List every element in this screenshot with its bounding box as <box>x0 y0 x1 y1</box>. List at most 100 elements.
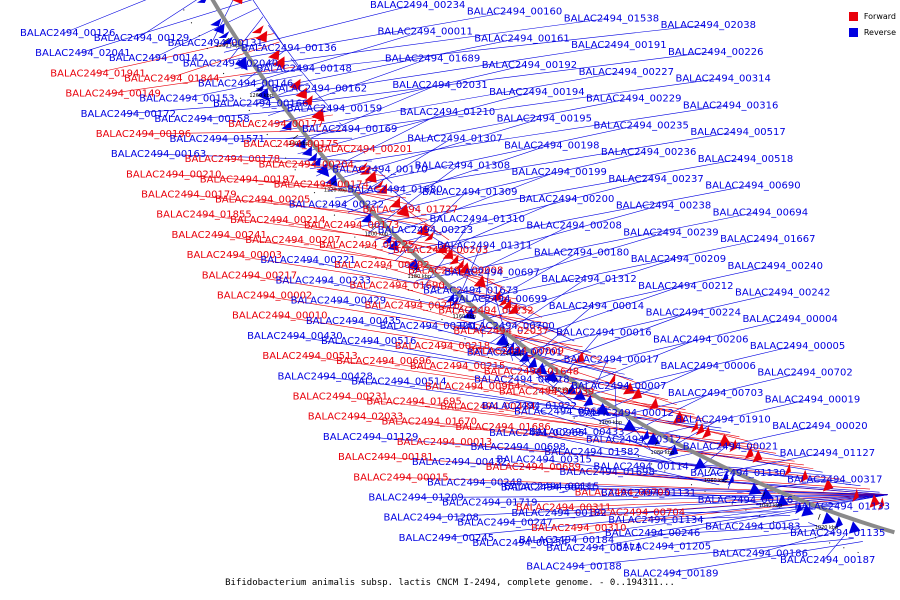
forward-gene <box>623 382 635 395</box>
gene-label: BALAC2494_00142 <box>109 53 204 64</box>
gene-label: BALAC2494_00435 <box>306 316 401 327</box>
connector-line <box>629 439 685 469</box>
tick-mark <box>817 513 821 520</box>
gene-label: BALAC2494_00229 <box>586 94 681 105</box>
connector-line <box>701 452 824 477</box>
gene-label: BALAC2494_00015 <box>353 472 448 483</box>
reverse-gene <box>694 457 707 470</box>
gene-label: BALAC2494_00196 <box>96 129 191 140</box>
gene-label: BALAC2494_00179 <box>141 190 236 201</box>
gene-label: BALAC2494_00172 <box>81 109 176 120</box>
tick-label: 1180 kbp <box>408 274 432 280</box>
connector-line <box>397 476 888 495</box>
connector-line <box>590 494 888 549</box>
connector-line <box>169 174 400 191</box>
connector-line <box>430 225 571 294</box>
connector-line <box>547 486 746 498</box>
gene-label: BALAC2494_00231 <box>293 391 388 402</box>
forward-gene <box>295 87 307 99</box>
gene-label: BALAC2494_00159 <box>287 104 382 115</box>
gene-label: BALAC2494_01208 <box>383 513 478 524</box>
backbone-track <box>210 0 895 535</box>
forward-gene <box>301 95 313 106</box>
tick-label: 1200 kbp <box>365 232 389 238</box>
reverse-gene <box>449 296 459 307</box>
tick-label: 1100 kbp <box>599 420 623 426</box>
gene-label: BALAC2494_00698 <box>470 442 565 453</box>
reverse-gene <box>257 88 270 102</box>
reverse-gene <box>463 308 476 320</box>
gene-label: BALAC2494_00224 <box>646 308 741 319</box>
reverse-gene <box>196 0 207 3</box>
forward-gene <box>376 183 387 194</box>
gene-label: BALAC2494_01129 <box>323 432 418 443</box>
gene-label: BALAC2494_00202 <box>334 260 429 271</box>
gene-label: BALAC2494_00428 <box>277 371 372 382</box>
tick-label: 1040 kbp <box>759 503 783 509</box>
gene-label: BALAC2494_00238 <box>616 201 711 212</box>
legend-item-forward: Forward <box>848 8 896 24</box>
gene-label: BALAC2494_00207 <box>245 235 340 246</box>
gene-label: BALAC2494_00114 <box>593 461 688 472</box>
reverse-gene <box>213 23 225 35</box>
gene-label: BALAC2494_00240 <box>728 261 823 272</box>
connector-line <box>544 487 888 495</box>
connector-line <box>437 232 668 301</box>
connector-line <box>137 0 197 39</box>
forward-gene <box>356 162 368 172</box>
reverse-gene <box>641 429 650 441</box>
connector-line <box>402 198 564 268</box>
gene-label: BALAC2494_00242 <box>735 288 830 299</box>
gene-label: BALAC2494_00182 <box>511 508 606 519</box>
gene-label: BALAC2494_00513 <box>262 351 357 362</box>
tick-label: 1060 kbp <box>704 478 728 484</box>
reverse-gene <box>668 444 679 457</box>
gene-label: BALAC2494_01648 <box>484 366 579 377</box>
gene-label: BALAC2494_01134 <box>608 515 703 526</box>
strand-legend: Forward Reverse <box>848 8 896 40</box>
tick-label: 1120 kbp <box>548 387 572 393</box>
connector-line <box>291 84 437 147</box>
connector-line <box>533 432 677 464</box>
gene-label: BALAC2494_00237 <box>608 174 703 185</box>
forward-gene <box>784 463 791 477</box>
gene-label: BALAC2494_00233 <box>276 275 371 286</box>
forward-gene <box>702 426 711 439</box>
gene-label: BALAC2494_01312 <box>541 274 636 285</box>
connector-line <box>360 148 366 154</box>
tick-mark <box>603 410 608 416</box>
forward-gene <box>695 422 705 436</box>
connector-line <box>499 426 814 469</box>
gene-label: BALAC2494_00116 <box>698 495 793 506</box>
forward-gene <box>822 478 834 492</box>
connector-line <box>215 234 487 274</box>
gene-label: BALAC2494_00221 <box>260 255 355 266</box>
connector-line <box>467 258 675 326</box>
forward-gene <box>442 248 454 259</box>
reverse-gene <box>760 487 774 500</box>
gene-label: BALAC2494_00007 <box>571 381 666 392</box>
gene-label: BALAC2494_00021 <box>683 441 778 452</box>
connector-line <box>741 499 764 505</box>
gene-label: BALAC2494_00702 <box>757 368 852 379</box>
reverse-gene <box>301 146 312 157</box>
connector-line <box>622 412 651 450</box>
gene-label: BALAC2494_00003 <box>187 250 282 261</box>
tick-mark <box>257 87 263 92</box>
connector-line <box>658 419 720 455</box>
connector-line <box>275 315 617 370</box>
forward-gene <box>852 488 859 503</box>
gene-label: BALAC2494_00694 <box>713 207 808 218</box>
forward-gene <box>449 254 459 265</box>
gene-label: BALAC2494_01210 <box>400 107 495 118</box>
connector-line <box>391 189 421 213</box>
forward-swatch <box>848 11 858 21</box>
gene-label: BALAC2494_00434 <box>440 402 535 413</box>
connector-line <box>309 104 727 170</box>
connector-line <box>380 360 695 415</box>
tick-label: 1280 kbp <box>216 43 240 49</box>
gene-label: BALAC2494_00197 <box>200 174 295 185</box>
forward-gene <box>255 30 268 43</box>
connector-line <box>667 541 863 574</box>
connector-line <box>339 122 347 130</box>
